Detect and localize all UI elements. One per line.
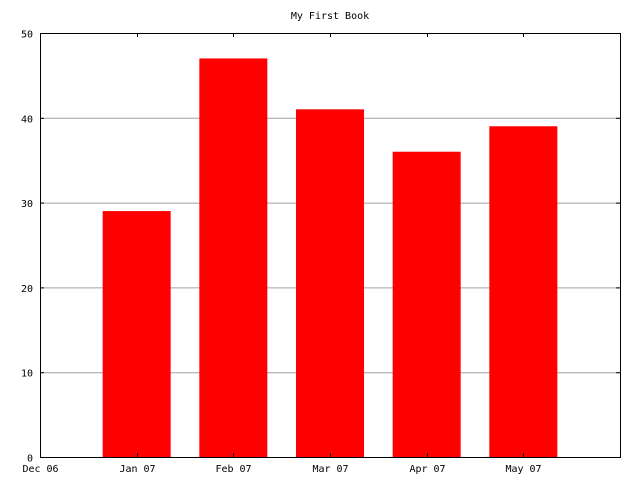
- x-tick-label: Mar 07: [312, 464, 348, 475]
- bar: [199, 58, 268, 457]
- chart-title: My First Book: [291, 11, 369, 22]
- bar: [296, 109, 364, 457]
- y-tick-label: 40: [21, 114, 33, 125]
- x-tick-label: Jan 07: [119, 464, 155, 475]
- bar: [489, 126, 558, 457]
- x-tick-label: Dec 06: [22, 464, 58, 475]
- y-tick-label: 20: [21, 284, 33, 295]
- bar: [392, 151, 461, 457]
- x-tick-label: Apr 07: [409, 464, 445, 475]
- y-tick-label: 50: [21, 30, 33, 41]
- x-tick-label: May 07: [505, 464, 541, 475]
- x-tick-label: Feb 07: [215, 464, 251, 475]
- y-tick-label: 0: [27, 454, 33, 465]
- y-tick-label: 30: [21, 199, 33, 210]
- axes: 0 10 20 30 40 50 Dec 06 Jan 07 Feb 07 Mar 07 Apr 0…: [21, 30, 621, 475]
- bar: [102, 211, 171, 457]
- bar-series: [102, 58, 558, 457]
- y-tick-label: 10: [21, 369, 33, 380]
